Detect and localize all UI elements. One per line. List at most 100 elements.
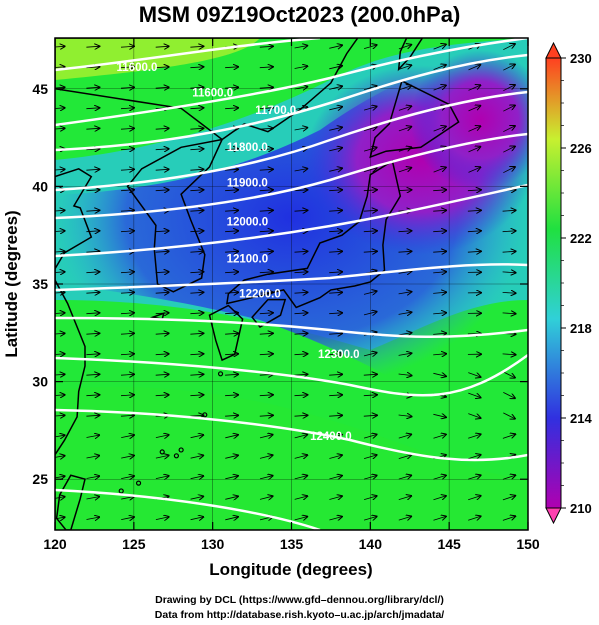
wind-arrow: [294, 107, 308, 109]
wind-arrow: [329, 231, 342, 232]
wind-arrow: [294, 66, 308, 68]
wind-arrow: [190, 354, 203, 355]
height-contour-line: [55, 263, 528, 292]
wind-arrow: [225, 455, 238, 458]
wind-arrow: [398, 168, 411, 173]
wind-arrow: [55, 46, 65, 47]
wind-arrow: [55, 374, 65, 375]
wind-arrow: [190, 374, 203, 375]
y-tick-label: 35: [32, 276, 48, 292]
wind-arrow: [55, 87, 65, 88]
wind-arrow: [329, 148, 342, 151]
wind-arrow: [155, 251, 169, 252]
wind-arrow: [503, 64, 515, 71]
colorbar-ramp: [545, 57, 562, 509]
wind-arrow: [468, 85, 481, 91]
wind-arrow: [86, 251, 99, 252]
wind-arrow: [86, 354, 99, 355]
wind-arrow: [433, 210, 446, 211]
wind-arrow: [468, 167, 481, 173]
wind-arrow: [55, 108, 65, 109]
x-tick-label: 130: [201, 536, 225, 552]
credit-drawing: Drawing by DCL (https://www.gfd–dennou.o…: [155, 594, 444, 606]
colorbar: 210 214 218 222 226 230: [545, 41, 592, 525]
wind-arrow: [259, 455, 273, 458]
island: [159, 449, 165, 455]
wind-arrow: [329, 476, 342, 479]
wind-arrow: [55, 415, 65, 416]
wind-arrow: [190, 190, 203, 191]
wind-arrow: [468, 516, 480, 520]
wind-arrow: [433, 516, 446, 520]
colorbar-tick-label: 230: [570, 51, 592, 66]
wind-arrow: [398, 231, 412, 232]
wind-arrow: [468, 392, 480, 397]
wind-arrow: [294, 292, 308, 293]
x-tick-label: 140: [359, 536, 383, 552]
wind-arrow: [502, 272, 516, 273]
wind-arrow: [55, 272, 65, 273]
wind-arrow: [398, 251, 412, 252]
wind-arrow: [433, 475, 446, 479]
wind-arrow: [259, 435, 273, 438]
contour-label: 12300.0: [318, 349, 360, 361]
colorbar-max-arrow: [545, 41, 562, 59]
wind-arrow: [225, 374, 238, 375]
wind-arrow: [120, 128, 134, 129]
wind-arrow: [433, 333, 446, 334]
wind-arrow: [503, 44, 515, 51]
wind-arrow: [398, 65, 411, 70]
wind-arrow: [398, 106, 411, 111]
contour-label: 11700.0: [255, 105, 296, 117]
wind-arrow: [329, 496, 342, 499]
wind-arrow: [120, 415, 134, 416]
wind-arrow: [225, 517, 238, 520]
wind-arrow: [294, 435, 308, 438]
wind-arrow: [294, 313, 308, 314]
wind-arrow: [329, 333, 342, 334]
wind-arrow: [120, 272, 134, 273]
colorbar-tick-label: 226: [570, 141, 592, 156]
wind-arrow: [120, 354, 134, 355]
wind-arrow: [190, 333, 203, 334]
wind-arrow: [55, 333, 65, 334]
taiwan: [55, 474, 86, 530]
wind-arrow: [155, 87, 169, 88]
wind-arrow: [468, 475, 480, 479]
height-contour-line: [55, 408, 528, 462]
colorbar-tick-label: 214: [570, 411, 592, 426]
wind-arrow: [433, 251, 446, 252]
wind-arrow: [363, 415, 377, 416]
contour-label: 11600.0: [117, 62, 158, 74]
wind-arrow: [503, 167, 515, 174]
wind-arrow: [190, 108, 203, 109]
wind-arrow: [329, 210, 342, 211]
wind-arrow: [259, 251, 273, 252]
wind-arrow: [363, 86, 377, 90]
height-contour-line: [55, 353, 528, 397]
wind-arrow: [294, 190, 308, 191]
wind-arrow: [329, 415, 342, 416]
wind-arrow: [467, 190, 481, 191]
colorbar-tick-label: 218: [570, 321, 592, 336]
wind-arrow: [86, 210, 99, 211]
wind-arrow: [294, 169, 308, 171]
wind-arrow: [329, 45, 342, 48]
wind-arrow: [190, 169, 203, 170]
wind-arrow: [398, 475, 411, 479]
colorbar-min-arrow: [545, 507, 562, 525]
wind-arrow: [398, 333, 412, 335]
x-tick-label: 125: [122, 536, 146, 552]
wind-arrow: [363, 517, 377, 521]
wind-arrow: [259, 128, 273, 129]
wind-arrow: [120, 210, 134, 211]
wind-arrow: [363, 45, 377, 49]
wind-arrow: [503, 412, 515, 419]
y-tick-label: 40: [32, 178, 48, 194]
wind-arrow: [225, 87, 238, 88]
wind-arrow: [433, 414, 446, 417]
wind-arrow: [55, 67, 65, 68]
wind-arrow: [120, 169, 134, 170]
wind-arrow: [225, 67, 238, 68]
wind-arrow: [433, 272, 446, 273]
